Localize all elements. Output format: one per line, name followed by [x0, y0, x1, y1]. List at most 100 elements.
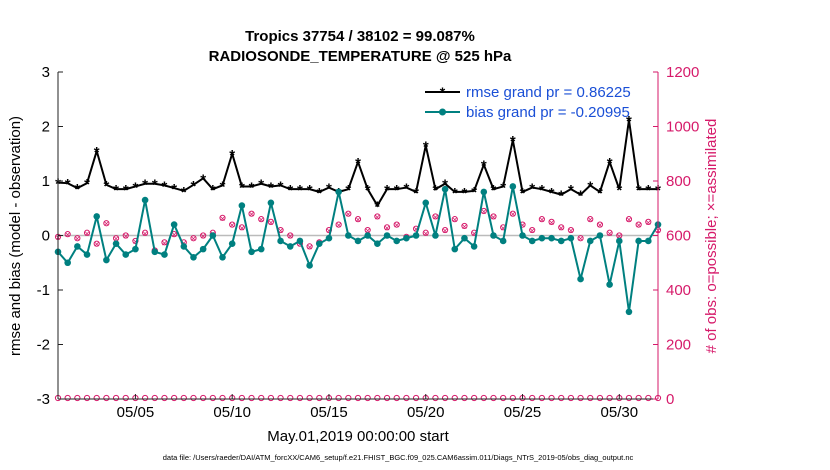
obs-possible-marker: [64, 231, 71, 238]
obs-zero-marker: [596, 394, 604, 402]
obs-possible-marker: [558, 224, 565, 231]
rmse-point: *: [384, 182, 390, 199]
obs-possible-marker: [248, 210, 255, 217]
rmse-point: *: [220, 178, 226, 195]
obs-zero-marker: [364, 394, 371, 402]
obs-assimilated-marker: ×: [132, 237, 138, 248]
obs-possible-marker: [374, 213, 381, 220]
obs-possible-marker: [238, 224, 245, 231]
obs-possible-marker: [190, 235, 197, 242]
obs-assimilated-marker: ×: [336, 221, 342, 232]
x-tick-label: 05/30: [601, 404, 639, 421]
obs-zero-marker: [393, 394, 400, 402]
bias-point: [364, 232, 371, 239]
obs-zero-marker: [122, 394, 129, 402]
obs-possible-marker: [74, 235, 81, 242]
obs-zero-marker: [441, 394, 449, 402]
obs-assimilated-marker: ×: [645, 218, 651, 229]
rmse-point: *: [636, 182, 642, 199]
bias-point: [645, 237, 652, 245]
bias-point: [286, 243, 294, 250]
obs-assimilated-marker: ×: [636, 221, 642, 232]
bias-point: [606, 281, 613, 288]
obs-zero-marker: [529, 394, 536, 402]
obs-possible-marker: [219, 214, 226, 221]
obs-zero-marker: [558, 394, 565, 402]
footer-data-file: data file: /Users/raeder/DAI/ATM_forcXX/…: [163, 453, 634, 462]
left-y-tick-label: -3: [37, 391, 50, 408]
obs-possible-marker: [606, 229, 613, 236]
x-tick-label: 05/25: [504, 404, 542, 421]
obs-assimilated-marker: ×: [200, 232, 206, 243]
obs-assimilated-marker: ×: [500, 223, 506, 234]
obs-zero-marker: [219, 394, 226, 402]
bias-point: [499, 237, 507, 245]
obs-zero-marker: [354, 394, 362, 402]
bias-point: [403, 234, 410, 242]
rmse-point: *: [529, 181, 535, 198]
rmse-point: *: [103, 178, 109, 195]
obs-possible-marker: [306, 243, 313, 250]
obs-zero-marker: [267, 394, 275, 402]
rmse-point: *: [413, 185, 419, 202]
obs-assimilated-marker: ×: [539, 215, 545, 226]
bias-line: [57, 186, 659, 312]
obs-assimilated-marker: ×: [568, 226, 574, 237]
x-tick-label: 05/20: [407, 404, 445, 421]
obs-zero-marker: [296, 394, 304, 402]
right-y-tick-label: 400: [666, 282, 691, 299]
obs-assimilated-marker: ×: [432, 212, 438, 223]
plot-area: × × ×××× × ×××× × ××× ×× × ×× ×× ×× ×× ×××× × × ××××××× ×…: [54, 113, 662, 402]
bias-point: [383, 232, 391, 239]
bias-point: [412, 232, 420, 239]
rmse-point: *: [249, 179, 255, 196]
obs-zero-marker: [567, 394, 575, 402]
obs-possible-marker: [383, 224, 391, 231]
obs-assimilated-marker: ×: [326, 226, 332, 237]
obs-assimilated-marker: ×: [171, 230, 177, 241]
obs-zero-marker: [548, 394, 555, 402]
rmse-point: *: [171, 181, 177, 198]
rmse-point: *: [142, 177, 148, 194]
obs-assimilated-marker: ×: [626, 215, 632, 226]
rmse-line: [57, 119, 658, 208]
rmse-point: *: [452, 185, 458, 202]
obs-possible-marker: [122, 232, 129, 239]
chart-subtitle: RADIOSONDE_TEMPERATURE @ 525 hPa: [209, 48, 512, 65]
bias-point: [151, 248, 159, 256]
obs-possible-marker: [509, 210, 516, 217]
obs-assimilated-marker: ×: [355, 215, 361, 226]
rmse-point: *: [587, 178, 593, 195]
obs-possible-marker: [141, 229, 149, 236]
obs-assimilated-marker: ×: [616, 232, 622, 243]
obs-possible-marker: [432, 213, 439, 220]
obs-assimilated-marker: ×: [607, 229, 613, 240]
rmse-point: *: [268, 179, 274, 196]
obs-assimilated-marker: ×: [103, 219, 109, 230]
legend-bias-label: bias grand pr = -0.20995: [466, 104, 630, 121]
right-y-tick-label: 1000: [666, 119, 699, 136]
obs-zero-marker: [471, 394, 478, 402]
legend-rmse-label: rmse grand pr = 0.86225: [466, 84, 631, 101]
bias-point: [93, 213, 101, 220]
bias-point: [441, 185, 449, 193]
obs-assimilated-marker: ×: [249, 210, 255, 221]
obs-possible-marker: [645, 218, 652, 225]
bias-point: [228, 240, 236, 247]
bias-point: [451, 245, 459, 253]
rmse-point: *: [316, 185, 322, 202]
obs-possible-marker: [441, 226, 449, 234]
rmse-point: *: [307, 182, 313, 199]
bias-point: [277, 237, 284, 245]
obs-possible-marker: [577, 235, 584, 242]
rmse-point: *: [191, 178, 197, 195]
right-y-tick-label: 0: [666, 391, 674, 408]
obs-assimilated-marker: ×: [191, 234, 197, 245]
obs-zero-marker: [190, 394, 197, 402]
obs-assimilated-marker: ×: [365, 226, 371, 237]
obs-zero-marker: [200, 394, 207, 402]
bias-point: [528, 237, 536, 245]
bias-point: [374, 240, 381, 247]
rmse-point: *: [345, 182, 351, 199]
